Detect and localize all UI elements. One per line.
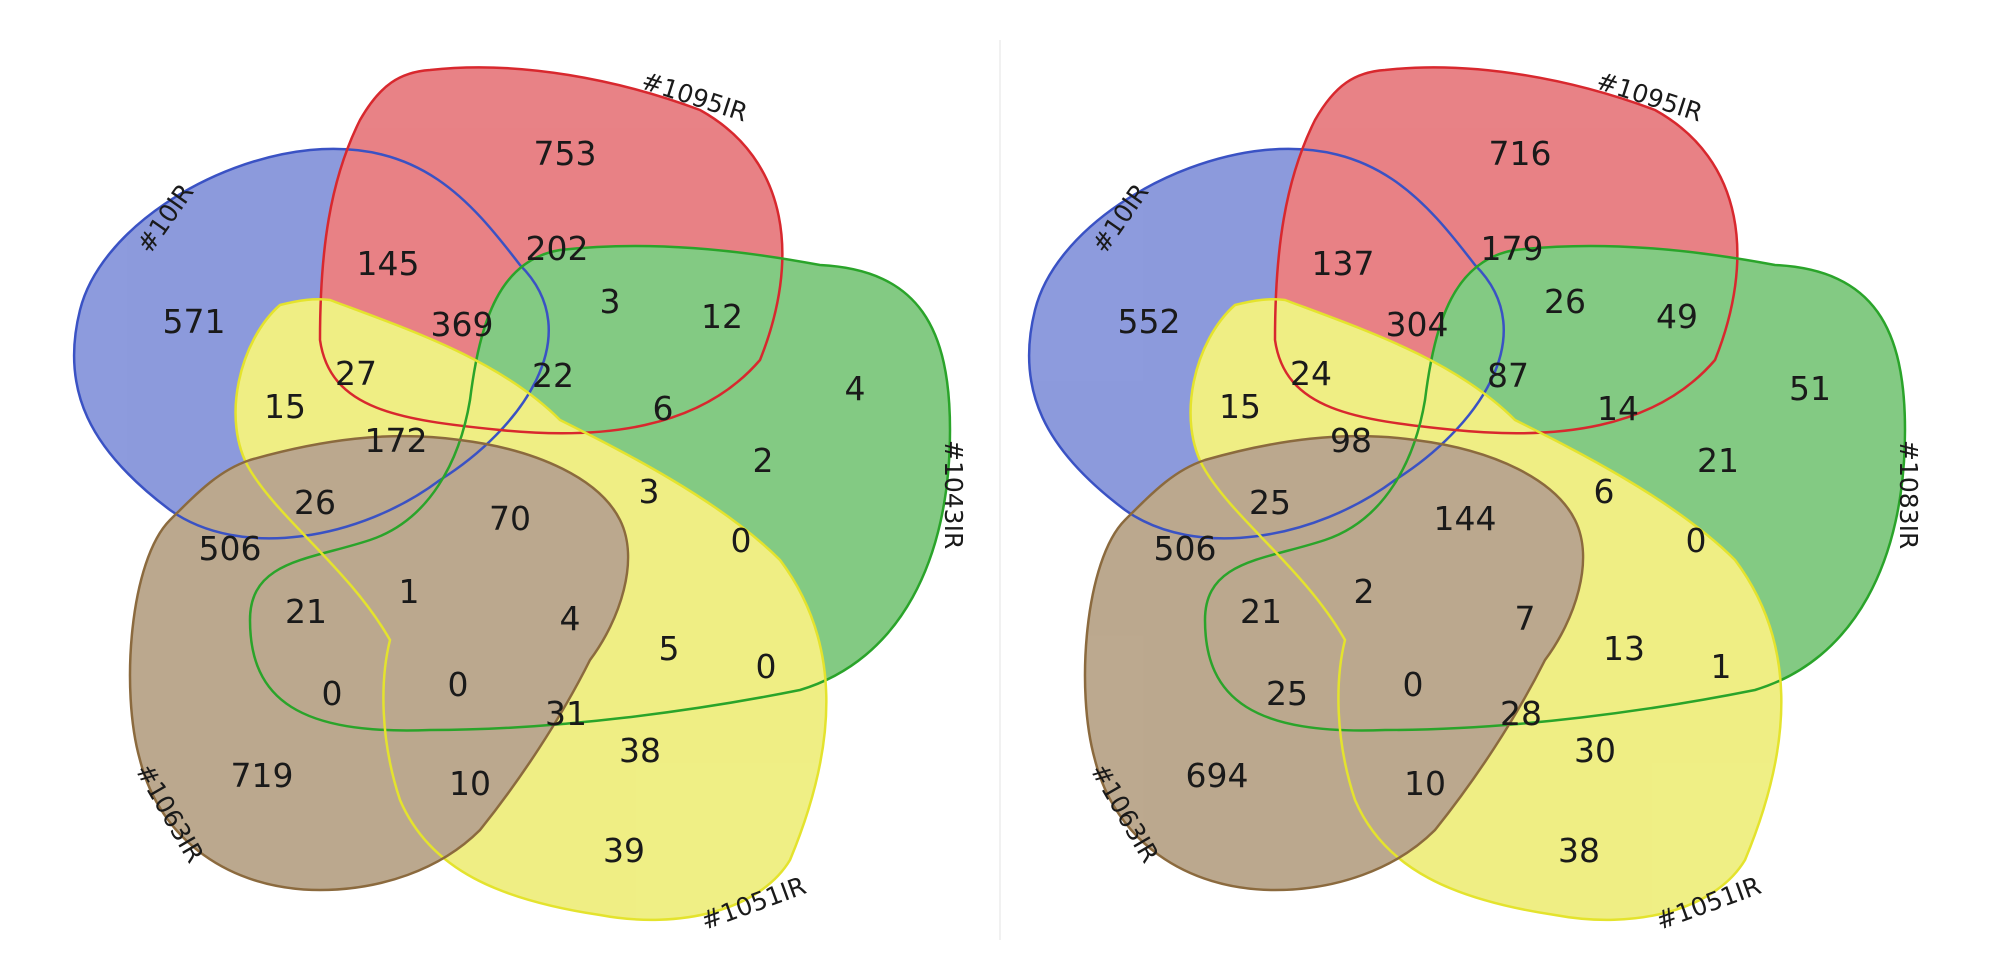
region-count: 26 (294, 483, 336, 522)
region-count: 145 (357, 244, 420, 283)
region-count: 0 (1403, 665, 1424, 704)
region-count: 369 (431, 305, 494, 344)
region-count: 304 (1386, 305, 1449, 344)
region-count: 10 (1404, 764, 1446, 803)
region-count: 26 (1544, 282, 1586, 321)
region-count: 3 (639, 472, 660, 511)
set-1063ir-ellipse (130, 436, 629, 890)
region-count: 6 (1594, 472, 1615, 511)
region-count: 21 (1697, 441, 1739, 480)
region-count: 137 (1312, 244, 1375, 283)
region-count: 10 (449, 764, 491, 803)
region-count: 38 (1558, 831, 1600, 870)
region-count: 30 (1574, 731, 1616, 770)
region-count: 753 (534, 134, 597, 173)
region-count: 506 (199, 529, 262, 568)
region-count: 51 (1789, 369, 1831, 408)
region-count: 4 (560, 599, 581, 638)
region-count: 13 (1603, 629, 1645, 668)
region-count: 25 (1249, 483, 1291, 522)
region-count: 98 (1330, 421, 1372, 460)
region-count: 1 (1711, 647, 1732, 686)
region-count: 28 (1500, 694, 1542, 733)
region-count: 12 (701, 297, 743, 336)
region-count: 719 (231, 756, 294, 795)
region-count: 1 (399, 572, 420, 611)
region-count: 172 (365, 421, 428, 460)
region-count: 4 (845, 369, 866, 408)
region-count: 2 (753, 441, 774, 480)
region-count: 202 (526, 229, 589, 268)
region-count: 31 (545, 694, 587, 733)
region-count: 15 (1219, 387, 1261, 426)
set-label-1043ir: #1043IR (939, 440, 968, 549)
region-count: 6 (653, 389, 674, 428)
region-count: 70 (489, 499, 531, 538)
region-count: 0 (756, 647, 777, 686)
region-count: 571 (163, 302, 226, 341)
venn-diagram-left: #10IR #1095IR #1043IR #1051IR #1063IR 75… (72, 66, 968, 936)
region-count: 694 (1186, 756, 1249, 795)
region-count: 144 (1434, 499, 1497, 538)
region-count: 7 (1515, 599, 1536, 638)
set-1063ir-ellipse (1085, 436, 1584, 890)
region-count: 87 (1487, 356, 1529, 395)
region-count: 0 (731, 521, 752, 560)
region-count: 39 (603, 831, 645, 870)
region-count: 552 (1118, 302, 1181, 341)
region-count: 24 (1290, 354, 1332, 393)
venn-diagram-right: #10IR #1095IR #1083IR #1051IR #1063IR 71… (1027, 66, 1923, 936)
region-count: 25 (1266, 674, 1308, 713)
region-count: 21 (1240, 592, 1282, 631)
region-count: 15 (264, 387, 306, 426)
region-count: 21 (285, 592, 327, 631)
region-count: 22 (532, 356, 574, 395)
region-count: 0 (1686, 521, 1707, 560)
region-count: 5 (659, 629, 680, 668)
region-count: 506 (1154, 529, 1217, 568)
region-count: 38 (619, 731, 661, 770)
region-count: 3 (600, 282, 621, 321)
region-count: 14 (1597, 389, 1639, 428)
region-count: 0 (322, 674, 343, 713)
region-count: 716 (1489, 134, 1552, 173)
region-count: 27 (335, 354, 377, 393)
set-label-1083ir: #1083IR (1894, 440, 1923, 549)
region-count: 2 (1354, 572, 1375, 611)
region-count: 49 (1656, 297, 1698, 336)
region-count: 0 (448, 665, 469, 704)
region-count: 179 (1481, 229, 1544, 268)
